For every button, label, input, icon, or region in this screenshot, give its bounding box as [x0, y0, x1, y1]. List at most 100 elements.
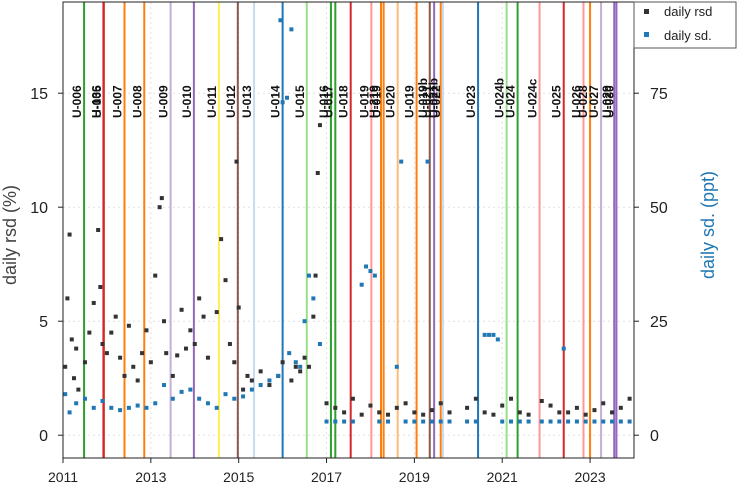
point-rsd — [192, 342, 197, 346]
point-rsd — [313, 273, 318, 278]
point-rsd — [333, 405, 338, 410]
point-rsd — [188, 328, 193, 333]
y-tick-label: 15 — [30, 86, 48, 103]
point-rsd — [241, 387, 246, 392]
point-sd — [342, 419, 347, 424]
point-rsd — [214, 310, 219, 315]
event-label: U-024 — [504, 85, 518, 118]
point-rsd — [293, 364, 298, 369]
point-sd — [63, 392, 68, 397]
point-rsd — [197, 296, 202, 301]
legend-label-sd: daily sd. — [664, 28, 712, 43]
x-tick-label: 2023 — [574, 469, 605, 485]
point-rsd — [491, 412, 496, 417]
point-rsd — [113, 314, 118, 319]
point-sd — [223, 392, 228, 397]
point-rsd — [447, 410, 452, 415]
point-rsd — [87, 330, 92, 335]
point-sd — [429, 419, 434, 424]
event-label: U-018 — [337, 85, 351, 118]
point-sd — [205, 401, 210, 406]
point-sd — [447, 419, 452, 424]
point-sd — [170, 396, 175, 401]
x-tick-label: 2017 — [311, 469, 342, 485]
point-rsd — [201, 314, 206, 319]
point-sd — [162, 383, 167, 388]
point-sd — [306, 273, 311, 278]
event-label: U-017 — [321, 85, 335, 118]
point-rsd — [403, 401, 408, 406]
event-label: U-025 — [550, 85, 564, 118]
point-rsd — [509, 396, 514, 401]
event-label: U-021b — [427, 78, 441, 118]
point-sd — [267, 378, 272, 383]
point-rsd — [232, 360, 237, 365]
y2-tick-label: 25 — [650, 314, 668, 331]
point-rsd — [500, 403, 505, 408]
point-rsd — [601, 401, 606, 406]
point-rsd — [109, 330, 114, 335]
point-sd — [517, 419, 522, 424]
point-sd — [74, 401, 79, 406]
x-tick-label: 2019 — [399, 469, 430, 485]
point-sd — [618, 419, 623, 424]
x-axis: 2011 2013 2015 2017 2019 2021 2023 — [48, 458, 606, 485]
point-rsd — [205, 355, 210, 360]
point-rsd — [548, 403, 553, 408]
event-label: U-009 — [157, 85, 171, 118]
legend-label-rsd: daily rsd — [664, 4, 712, 19]
point-rsd — [162, 319, 167, 324]
point-sd — [333, 419, 338, 424]
point-sd — [118, 408, 123, 413]
point-rsd — [148, 360, 153, 365]
point-sd — [317, 342, 322, 346]
point-rsd — [315, 171, 320, 175]
event-label: U-019b — [416, 78, 430, 118]
point-rsd — [126, 323, 131, 328]
point-rsd — [69, 337, 74, 342]
point-sd — [278, 18, 283, 23]
point-rsd — [67, 232, 72, 237]
point-rsd — [74, 346, 79, 351]
point-rsd — [618, 405, 623, 410]
point-sd — [298, 364, 303, 369]
point-sd — [214, 405, 219, 410]
point-sd — [241, 394, 246, 399]
point-sd — [509, 419, 514, 424]
point-sd — [324, 419, 329, 424]
event-label: U-010 — [180, 85, 194, 118]
legend-marker-rsd — [644, 9, 649, 14]
point-sd — [412, 419, 417, 424]
point-rsd — [438, 401, 443, 406]
point-sd — [495, 337, 500, 342]
point-rsd — [135, 378, 140, 383]
point-rsd — [557, 410, 562, 415]
point-rsd — [592, 408, 597, 413]
point-sd — [627, 419, 632, 424]
point-sd — [583, 419, 588, 424]
point-sd — [368, 269, 373, 274]
point-sd — [135, 403, 140, 408]
event-label: U-006 — [70, 85, 84, 118]
point-sd — [350, 419, 355, 424]
point-sd — [574, 419, 579, 424]
point-rsd — [302, 355, 307, 360]
point-rsd — [258, 369, 263, 374]
grid — [62, 2, 634, 458]
legend: daily rsd daily sd. — [633, 1, 737, 49]
point-sd — [258, 383, 263, 388]
point-sd — [364, 264, 369, 269]
event-label: U-019 — [370, 85, 384, 118]
point-sd — [311, 296, 316, 301]
event-label: U-024c — [526, 78, 540, 118]
point-sd — [566, 419, 571, 424]
y2-tick-label: 0 — [650, 428, 659, 445]
point-rsd — [153, 273, 158, 278]
point-sd — [372, 273, 377, 278]
point-rsd — [289, 378, 294, 383]
point-sd — [82, 396, 87, 401]
event-label: H-219 — [367, 85, 381, 118]
point-sd — [179, 389, 184, 394]
event-label: U-029 — [600, 85, 614, 118]
